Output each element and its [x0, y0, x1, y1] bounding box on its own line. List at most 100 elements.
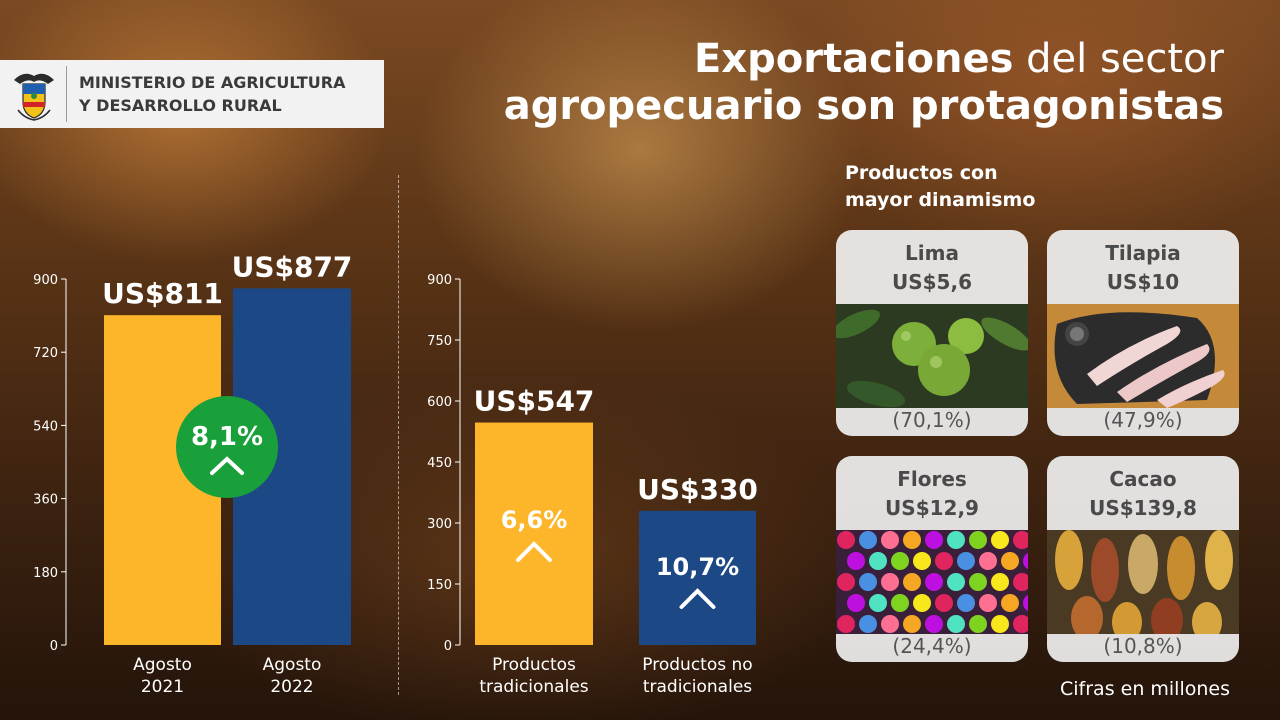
flower-blossom [925, 573, 943, 591]
limes-picture [836, 304, 1028, 408]
flower-blossom [1001, 594, 1019, 612]
ministry-name: MINISTERIO DE AGRICULTURA Y DESARROLLO R… [79, 71, 346, 117]
flower-blossom [991, 615, 1009, 633]
flower-blossom [903, 531, 921, 549]
product-card-flores: Flores US$12,9 (24,4%) [836, 456, 1028, 662]
product-card-tilapia: Tilapia US$10 (47,9%) [1047, 230, 1239, 436]
product-value: US$10 [1106, 270, 1180, 294]
y-tick-label: 750 [427, 334, 452, 349]
products-heading: Productos con mayor dinamismo [845, 160, 1035, 214]
flower-blossom [881, 573, 899, 591]
flower-blossom [991, 531, 1009, 549]
flower-blossom [859, 573, 877, 591]
flower-blossom [979, 552, 997, 570]
x-category-label: tradicionales [479, 677, 588, 697]
flower-blossom [979, 594, 997, 612]
bar-value-label: US$811 [102, 277, 223, 310]
flower-blossom [957, 594, 975, 612]
product-change: (24,4%) [892, 634, 972, 658]
flower-blossom [1001, 552, 1019, 570]
flowers-picture [836, 530, 1028, 634]
bar-value-label: US$877 [232, 250, 353, 283]
product-card-cacao: Cacao US$139,8 (10,8%) [1047, 456, 1239, 662]
bar-value-label: US$547 [474, 385, 595, 418]
flower-blossom [837, 615, 855, 633]
flower-blossom [1023, 594, 1028, 612]
page-title: Exportaciones del sector agropecuario so… [504, 36, 1224, 130]
product-name: Lima [905, 241, 959, 265]
flower-blossom [947, 531, 965, 549]
ministry-logo: MINISTERIO DE AGRICULTURA Y DESARROLLO R… [0, 60, 384, 128]
cacao-pods-picture [1047, 530, 1239, 634]
flower-blossom [1013, 531, 1028, 549]
up-arrow-icon [516, 541, 552, 562]
product-name: Flores [897, 467, 967, 491]
flower-blossom [1013, 615, 1028, 633]
flower-blossom [903, 573, 921, 591]
flower-blossom [969, 531, 987, 549]
chart-divider [398, 175, 399, 695]
fish-fillets-picture [1047, 304, 1239, 408]
flower-blossom [891, 552, 909, 570]
y-tick-label: 180 [33, 566, 58, 581]
title-bold-part: Exportaciones [694, 36, 1014, 82]
flower-blossom [837, 573, 855, 591]
growth-percent-label: 6,6% [501, 506, 568, 534]
growth-badge [176, 396, 278, 498]
ministry-name-line1: MINISTERIO DE AGRICULTURA [79, 73, 346, 92]
flower-blossom [935, 552, 953, 570]
flower-blossom [881, 531, 899, 549]
bar [639, 510, 756, 645]
flower-blossom [969, 573, 987, 591]
bar-value-label: US$330 [637, 473, 758, 506]
flower-blossom [991, 573, 1009, 591]
logo-separator [66, 66, 67, 122]
bar [475, 422, 593, 645]
flower-blossom [913, 552, 931, 570]
flower-blossom [869, 552, 887, 570]
product-value: US$5,6 [892, 270, 972, 294]
product-change: (70,1%) [892, 408, 972, 432]
flower-blossom [1023, 552, 1028, 570]
flower-blossom [969, 615, 987, 633]
flower-blossom [859, 531, 877, 549]
growth-percent-label: 10,7% [656, 553, 739, 581]
y-tick-label: 540 [33, 419, 58, 434]
ministry-name-line2: Y DESARROLLO RURAL [79, 96, 282, 115]
x-category-label: Productos no [642, 655, 752, 675]
flower-blossom [903, 615, 921, 633]
x-category-label: tradicionales [643, 677, 752, 697]
flower-blossom [859, 615, 877, 633]
title-light-part: del sector [1013, 36, 1224, 82]
y-tick-label: 0 [50, 639, 58, 654]
flower-blossom [891, 594, 909, 612]
product-change: (10,8%) [1103, 634, 1183, 658]
product-value: US$12,9 [885, 496, 979, 520]
product-value: US$139,8 [1089, 496, 1197, 520]
flower-blossom [947, 615, 965, 633]
flower-blossom [935, 594, 953, 612]
flower-blossom [925, 615, 943, 633]
product-change: (47,9%) [1103, 408, 1183, 432]
x-category-label: 2021 [141, 677, 184, 697]
y-tick-label: 0 [444, 639, 452, 654]
coat-of-arms-icon [14, 73, 54, 121]
flower-blossom [925, 531, 943, 549]
x-category-label: 2022 [270, 677, 313, 697]
flower-blossom [847, 594, 865, 612]
product-card-lima: Lima US$5,6 (70,1%) [836, 230, 1028, 436]
y-tick-label: 360 [33, 493, 58, 508]
product-name: Cacao [1109, 467, 1177, 491]
y-tick-label: 300 [427, 517, 452, 532]
y-tick-label: 900 [427, 273, 452, 288]
title-line2: agropecuario son protagonistas [503, 83, 1224, 129]
growth-badge-label: 8,1% [191, 422, 263, 452]
flower-blossom [881, 615, 899, 633]
product-name: Tilapia [1105, 241, 1181, 265]
flower-blossom [847, 552, 865, 570]
y-tick-label: 150 [427, 578, 452, 593]
y-tick-label: 900 [33, 273, 58, 288]
x-category-label: Agosto [263, 655, 322, 675]
flower-blossom [913, 594, 931, 612]
